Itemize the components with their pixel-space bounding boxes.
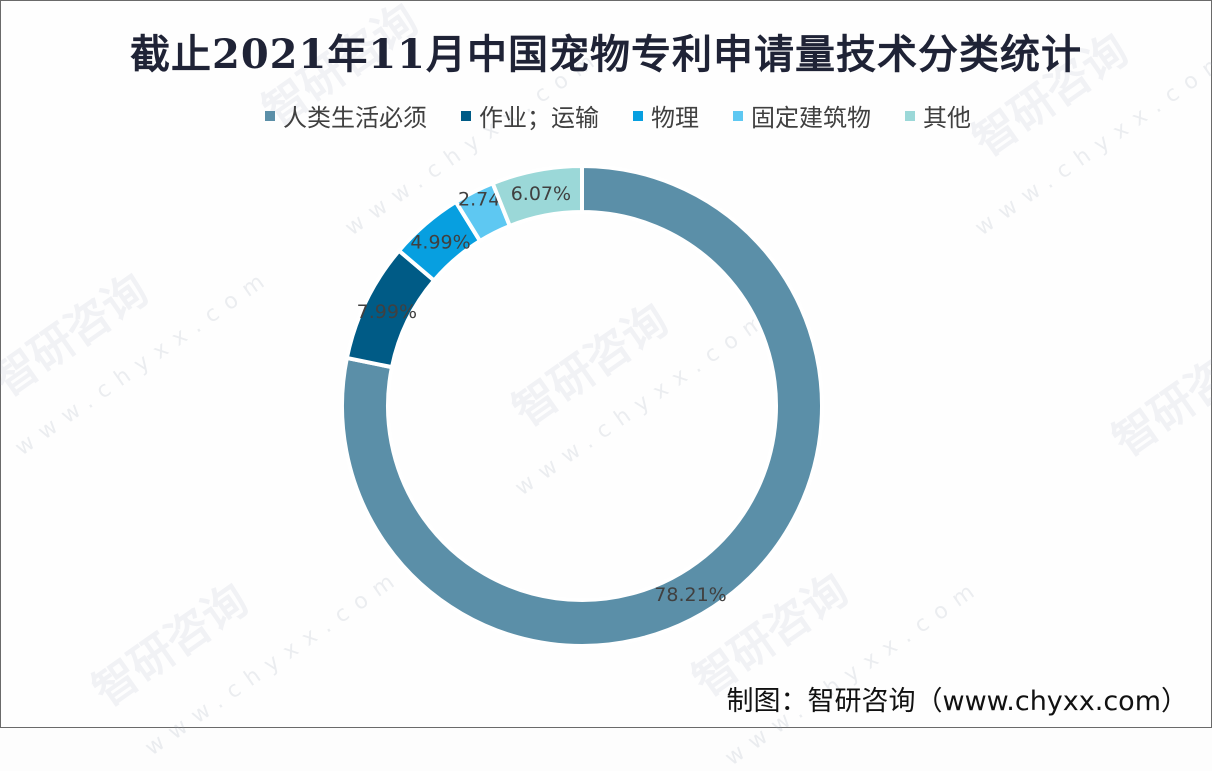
legend-label: 作业；运输 xyxy=(479,104,599,132)
legend: 人类生活必须 作业；运输 物理 固定建筑物 其他 xyxy=(265,98,971,133)
legend-item: 人类生活必须 xyxy=(265,98,427,133)
slice-label: 6.07% xyxy=(511,183,571,205)
slice-label: 78.21% xyxy=(654,584,726,606)
legend-label: 固定建筑物 xyxy=(751,104,871,132)
legend-item: 作业；运输 xyxy=(461,98,599,133)
legend-item: 物理 xyxy=(633,98,699,133)
legend-swatch xyxy=(265,110,275,121)
legend-label: 物理 xyxy=(651,104,699,132)
legend-swatch xyxy=(905,110,915,121)
source-caption: 制图：智研咨询（www.chyxx.com） xyxy=(726,686,1189,717)
legend-swatch xyxy=(733,110,743,121)
legend-swatch xyxy=(461,110,471,121)
donut-slice xyxy=(340,163,824,648)
donut-chart: 78.21%7.99%4.99%2.74%6.07% xyxy=(340,163,824,648)
slice-label: 4.99% xyxy=(410,231,470,253)
legend-swatch xyxy=(633,110,643,121)
donut-slice xyxy=(490,163,584,229)
legend-label: 其他 xyxy=(923,104,971,132)
chart-title: 截止2021年11月中国宠物专利申请量技术分类统计 xyxy=(130,31,1082,78)
slice-label: 7.99% xyxy=(357,301,417,323)
legend-item: 固定建筑物 xyxy=(733,98,871,133)
legend-item: 其他 xyxy=(905,98,971,133)
legend-label: 人类生活必须 xyxy=(283,104,427,132)
